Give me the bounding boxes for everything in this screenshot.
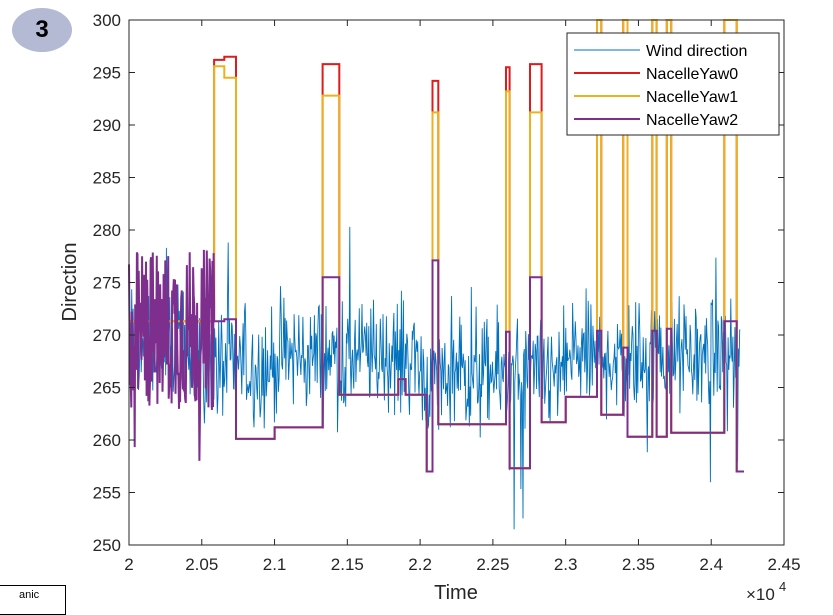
x-axis-label: Time	[434, 582, 478, 604]
x-tick-label: 2.45	[767, 555, 800, 574]
series-wind-direction-line	[128, 226, 741, 530]
series-nacelleyaw2-line	[128, 249, 744, 473]
x-tick-label: 2	[124, 555, 133, 574]
y-tick-label: 295	[93, 64, 121, 83]
y-tick-label: 255	[93, 484, 121, 503]
clipped-text: anic	[19, 589, 40, 601]
legend-label: Wind direction	[646, 43, 747, 60]
x-exponent-power: 4	[779, 579, 786, 594]
x-tick-label: 2.3	[554, 555, 578, 574]
x-tick-label: 2.05	[185, 555, 218, 574]
legend-label: NacelleYaw0	[646, 66, 738, 83]
legend: Wind direction NacelleYaw0 NacelleYaw1 Nace…	[566, 32, 780, 136]
figure-number-badge: 3	[12, 8, 72, 52]
legend-label: NacelleYaw2	[646, 112, 738, 129]
x-tick-label: 2.15	[331, 555, 364, 574]
series-layer	[128, 19, 744, 530]
y-axis-label: Direction	[59, 243, 81, 322]
x-exponent-base: ×10	[746, 585, 775, 604]
legend-label: NacelleYaw1	[646, 89, 738, 106]
y-tick-label: 275	[93, 274, 121, 293]
y-tick-label: 300	[93, 11, 121, 30]
y-tick-label: 290	[93, 116, 121, 135]
ticks-layer: 2 2.05 2.1 2.15 2.2 2.25 2.3 2.35 2.4 2.45 250 255 2…	[93, 11, 801, 574]
x-tick-label: 2.35	[622, 555, 655, 574]
y-tick-label: 270	[93, 326, 121, 345]
y-tick-label: 250	[93, 536, 121, 555]
y-tick-label: 280	[93, 221, 121, 240]
y-tick-label: 285	[93, 169, 121, 188]
x-tick-label: 2.25	[476, 555, 509, 574]
x-tick-label: 2.2	[408, 555, 432, 574]
x-tick-label: 2.1	[263, 555, 287, 574]
x-tick-label: 2.4	[699, 555, 723, 574]
y-tick-label: 265	[93, 379, 121, 398]
y-tick-label: 260	[93, 431, 121, 450]
figure-number: 3	[35, 16, 49, 43]
